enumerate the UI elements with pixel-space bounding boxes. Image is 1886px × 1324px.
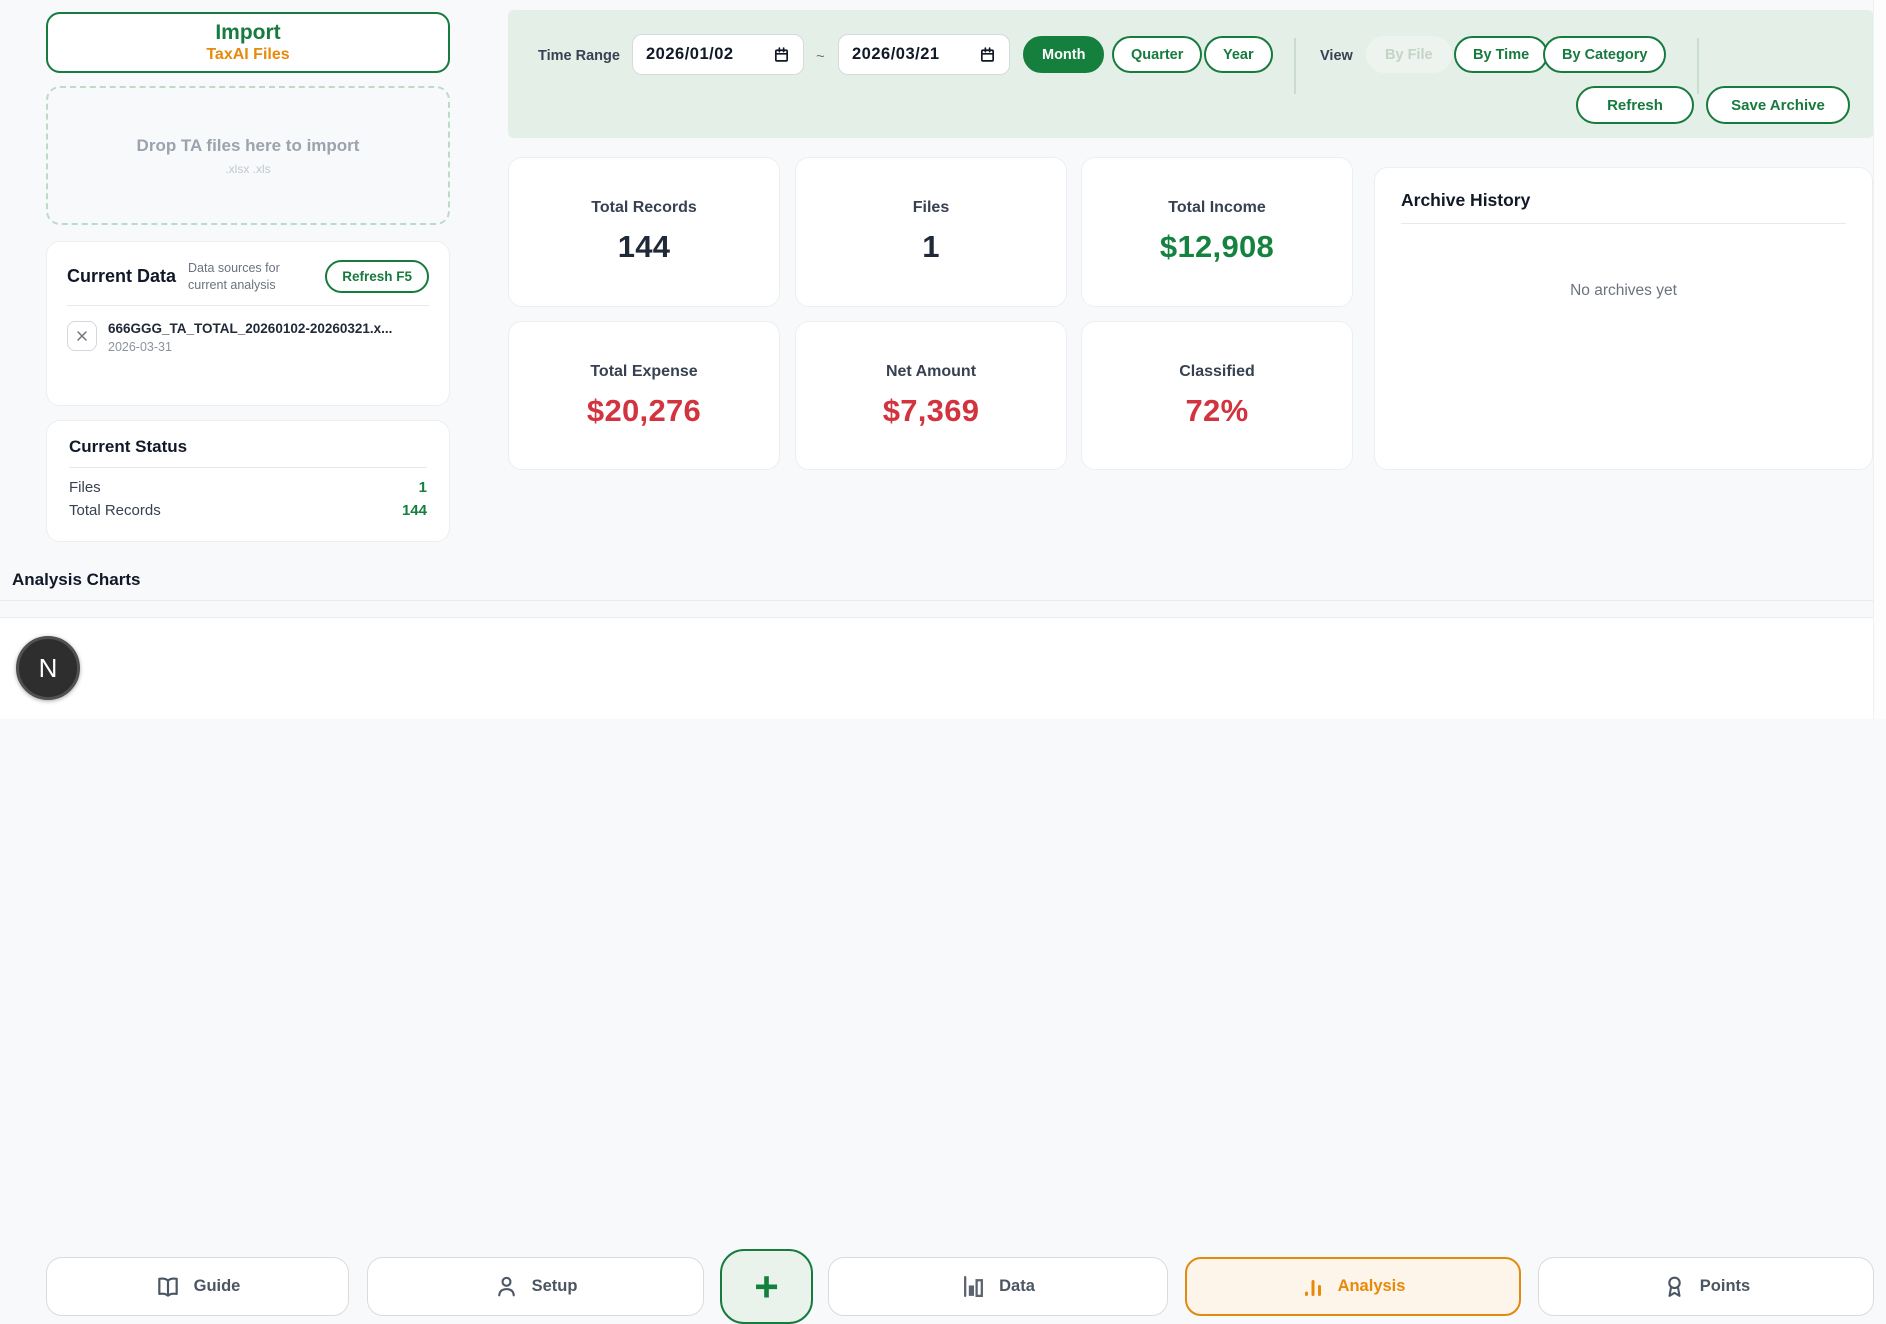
user-avatar[interactable]: N	[16, 636, 80, 700]
analysis-toolbar: Time Range 2026/01/02 ~ 2026/03/21 Month…	[508, 10, 1874, 138]
period-month-button[interactable]: Month	[1023, 36, 1105, 73]
status-label: Files	[69, 479, 101, 496]
stat-value: 72%	[1185, 392, 1249, 428]
analysis-bars-icon	[1301, 1275, 1325, 1299]
import-taxai-files-button[interactable]: Import TaxAI Files	[46, 12, 450, 73]
stat-label: Classified	[1179, 362, 1255, 380]
current-data-card: Current Data Data sources for current an…	[46, 241, 450, 406]
current-data-divider	[67, 305, 429, 306]
nav-data-button[interactable]: Data	[828, 1257, 1168, 1316]
book-open-icon	[155, 1274, 181, 1300]
person-icon	[494, 1274, 519, 1299]
view-by-file-button: By File	[1366, 36, 1452, 73]
stat-card-total-records: Total Records 144	[508, 157, 780, 307]
nav-label: Analysis	[1337, 1277, 1406, 1295]
view-by-time-button[interactable]: By Time	[1454, 36, 1549, 73]
data-file-item: 666GGG_TA_TOTAL_20260102-20260321.x... 2…	[67, 321, 429, 354]
file-dropzone[interactable]: Drop TA files here to import .xlsx .xls	[46, 86, 450, 225]
toolbar-divider	[1294, 38, 1296, 94]
dropzone-extensions: .xlsx .xls	[225, 161, 271, 176]
archive-history-divider	[1401, 223, 1846, 224]
award-icon	[1662, 1274, 1687, 1299]
import-button-subtitle: TaxAI Files	[206, 45, 290, 63]
calendar-icon[interactable]	[979, 46, 996, 63]
bottom-navbar: Guide Setup + Data Analysis Points	[0, 617, 1886, 1324]
current-status-title: Current Status	[69, 437, 188, 456]
view-by-category-button[interactable]: By Category	[1543, 36, 1667, 73]
stat-value: $12,908	[1159, 229, 1275, 264]
current-status-card: Current Status Files 1 Total Records 144	[46, 420, 450, 542]
nav-label: Guide	[193, 1277, 241, 1295]
avatar-letter: N	[38, 652, 58, 683]
remove-file-button[interactable]	[67, 321, 97, 351]
bar-chart-icon	[961, 1274, 986, 1299]
status-row-total-records: Total Records 144	[69, 499, 427, 522]
status-label: Total Records	[69, 502, 161, 519]
stat-value: 144	[617, 229, 671, 264]
dropzone-text: Drop TA files here to import	[136, 135, 360, 155]
stat-label: Total Expense	[590, 362, 698, 380]
archive-history-title: Archive History	[1401, 190, 1531, 210]
current-data-title: Current Data	[67, 266, 177, 286]
stat-card-net-amount: Net Amount $7,369	[795, 321, 1067, 470]
stat-card-files: Files 1	[795, 157, 1067, 307]
view-label: View	[1320, 48, 1353, 64]
calendar-icon[interactable]	[773, 46, 790, 63]
date-from-input[interactable]: 2026/01/02	[632, 34, 804, 75]
status-row-files: Files 1	[69, 476, 427, 499]
current-data-subtitle: Data sources for current analysis	[188, 261, 280, 292]
section-divider	[0, 600, 1873, 601]
file-date: 2026-03-31	[108, 339, 172, 354]
save-archive-button[interactable]: Save Archive	[1706, 86, 1850, 124]
date-to-input[interactable]: 2026/03/21	[838, 34, 1010, 75]
date-from-value: 2026/01/02	[646, 45, 734, 63]
stat-value: $7,369	[882, 392, 980, 428]
scrollbar-track[interactable]	[1873, 0, 1886, 719]
archive-history-panel: Archive History No archives yet	[1374, 167, 1873, 470]
stat-label: Total Income	[1168, 199, 1266, 216]
refresh-f5-button[interactable]: Refresh F5	[325, 260, 429, 293]
nav-guide-button[interactable]: Guide	[46, 1257, 349, 1316]
status-value: 144	[401, 502, 427, 519]
nav-analysis-button[interactable]: Analysis	[1185, 1257, 1521, 1316]
stat-card-classified: Classified 72%	[1081, 321, 1353, 470]
stat-value: $20,276	[586, 392, 702, 428]
add-button[interactable]: +	[720, 1249, 813, 1324]
nav-label: Data	[999, 1277, 1035, 1295]
toolbar-divider	[1697, 38, 1699, 94]
date-to-value: 2026/03/21	[852, 45, 940, 63]
stat-label: Total Records	[591, 199, 697, 216]
file-info: 666GGG_TA_TOTAL_20260102-20260321.x... 2…	[108, 321, 392, 354]
close-icon	[74, 328, 90, 344]
date-range-tilde: ~	[816, 48, 825, 65]
plus-icon: +	[754, 1262, 779, 1310]
file-name: 666GGG_TA_TOTAL_20260102-20260321.x...	[108, 321, 393, 336]
current-status-divider	[69, 467, 427, 468]
period-year-button[interactable]: Year	[1204, 36, 1273, 73]
time-range-label: Time Range	[538, 48, 620, 64]
analysis-charts-heading: Analysis Charts	[12, 570, 141, 589]
nav-label: Setup	[531, 1277, 578, 1295]
stat-label: Files	[912, 199, 950, 216]
nav-points-button[interactable]: Points	[1538, 1257, 1874, 1316]
nav-label: Points	[1699, 1277, 1751, 1295]
stat-label: Net Amount	[885, 362, 977, 380]
stat-value: 1	[922, 229, 940, 264]
stat-card-total-expense: Total Expense $20,276	[508, 321, 780, 470]
archive-empty-text: No archives yet	[1570, 282, 1677, 299]
stat-card-total-income: Total Income $12,908	[1081, 157, 1353, 307]
import-button-title: Import	[215, 20, 281, 44]
refresh-button[interactable]: Refresh	[1576, 86, 1694, 124]
status-value: 1	[418, 479, 427, 496]
period-quarter-button[interactable]: Quarter	[1112, 36, 1203, 73]
nav-setup-button[interactable]: Setup	[367, 1257, 704, 1316]
